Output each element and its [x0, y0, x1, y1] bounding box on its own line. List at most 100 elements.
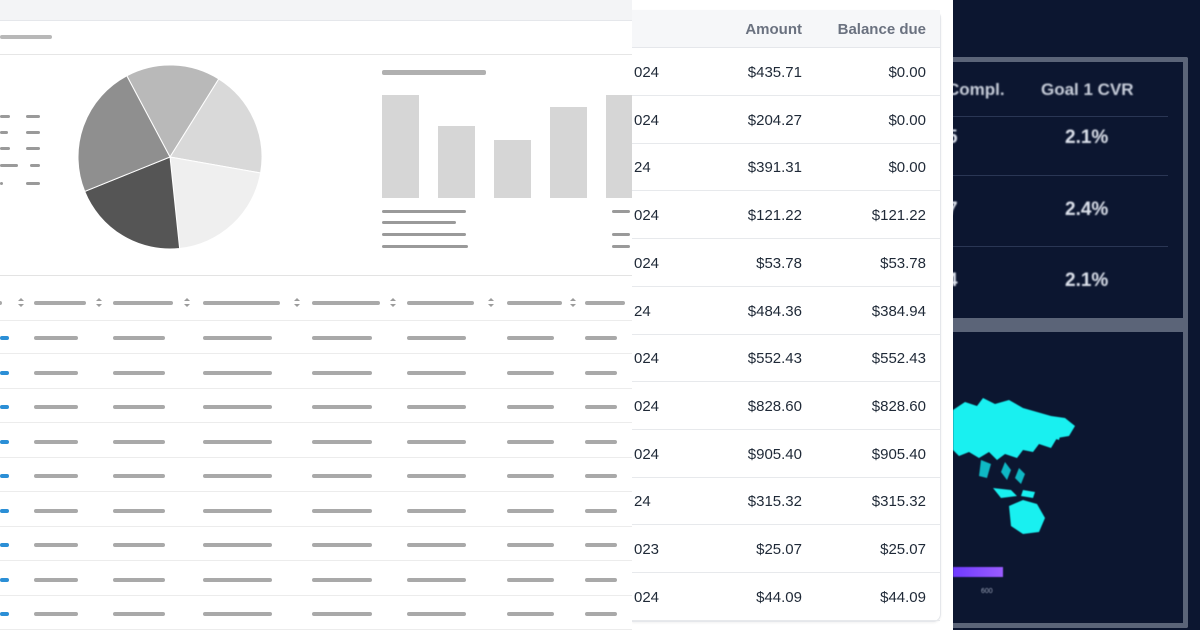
amount-cell: $121.22: [747, 207, 802, 225]
pie-slice: [169, 78, 263, 174]
table-cell-placeholder: [585, 336, 617, 340]
legend-item: [26, 182, 40, 185]
sort-icon[interactable]: [294, 298, 300, 308]
table-cell-placeholder: [113, 474, 165, 478]
table-cell-placeholder: [34, 405, 78, 409]
column-header-goal-cvr: Goal 1 CVR: [1041, 80, 1134, 99]
table-cell-placeholder: [507, 508, 554, 513]
balance-due-cell: $121.22: [871, 207, 926, 225]
bar-legend-line: [612, 210, 630, 213]
amount-cell: $391.31: [747, 159, 802, 177]
world-map: [953, 398, 1075, 534]
map-region-japan: [1053, 422, 1063, 440]
table-cell-placeholder: [585, 612, 617, 616]
map-region-indonesia: [993, 488, 1035, 498]
table-cell-placeholder: [507, 612, 554, 616]
table-cell-placeholder: [203, 405, 272, 409]
column-header-placeholder[interactable]: [507, 301, 562, 305]
legend-item: [30, 164, 40, 167]
table-row[interactable]: 024 $905.40 $905.40: [632, 430, 940, 478]
table-cell-placeholder: [113, 405, 165, 409]
table-cell-placeholder: [203, 577, 272, 582]
table-row[interactable]: 024 $828.60 $828.60: [632, 382, 940, 430]
table-row[interactable]: 24 $315.32 $315.32: [632, 477, 940, 526]
row-link-placeholder[interactable]: [0, 370, 9, 375]
row-link-placeholder[interactable]: [0, 508, 9, 513]
legend-item: [0, 115, 10, 118]
legend-item: [0, 164, 18, 167]
table-cell-placeholder: [585, 474, 617, 478]
table-cell-placeholder: [113, 370, 165, 375]
date-cell: 024: [634, 64, 660, 81]
pie-slice: [126, 64, 220, 158]
balance-due-cell: $0.00: [888, 64, 926, 81]
row-link-placeholder[interactable]: [0, 439, 9, 444]
table-row[interactable]: 024 $121.22 $121.22: [632, 191, 940, 240]
amount-cell: $484.36: [747, 302, 802, 320]
legend-item: [0, 182, 3, 185]
date-cell: 024: [634, 350, 660, 368]
legend-item: [26, 147, 40, 150]
sort-icon[interactable]: [488, 298, 494, 308]
sort-icon[interactable]: [390, 298, 396, 308]
row-link-placeholder[interactable]: [0, 543, 9, 547]
row-link-placeholder[interactable]: [0, 336, 9, 340]
amount-cell: $552.43: [747, 350, 802, 368]
table-row[interactable]: 024 $44.09 $44.09: [632, 573, 940, 621]
table-row[interactable]: 024 $552.43 $552.43: [632, 334, 940, 383]
sort-icon[interactable]: [96, 298, 102, 308]
compl-cell: 7: [953, 199, 958, 221]
column-header-placeholder[interactable]: [585, 301, 625, 305]
column-header-balance-due[interactable]: Balance due: [837, 21, 926, 38]
bar-legend-line: [382, 221, 456, 224]
row-link-placeholder[interactable]: [0, 474, 9, 478]
table-cell-placeholder: [507, 474, 554, 478]
column-header-placeholder[interactable]: [312, 301, 380, 305]
column-header-placeholder[interactable]: [0, 301, 2, 305]
column-header-placeholder[interactable]: [203, 301, 280, 305]
table-cell-placeholder: [312, 336, 372, 340]
table-cell-placeholder: [113, 439, 165, 444]
balance-due-cell: $0.00: [888, 111, 926, 129]
sort-icon[interactable]: [184, 298, 190, 308]
sort-icon[interactable]: [570, 298, 576, 308]
bar-legend-line: [382, 245, 468, 248]
table-row[interactable]: 24 $391.31 $0.00: [632, 143, 940, 192]
table-row[interactable]: 24 $484.36 $384.94: [632, 287, 940, 335]
top-toolbar-strip: [0, 0, 632, 21]
row-link-placeholder[interactable]: [0, 405, 9, 409]
row-divider: [0, 491, 632, 492]
table-cell-placeholder: [113, 336, 165, 340]
balance-due-cell: $25.07: [880, 541, 926, 558]
column-header-placeholder[interactable]: [407, 301, 474, 305]
table-cell-placeholder: [34, 370, 78, 375]
bar: [550, 107, 587, 198]
table-cell-placeholder: [585, 405, 617, 409]
table-row[interactable]: 024 $53.78 $53.78: [632, 239, 940, 287]
table-cell-placeholder: [34, 439, 78, 444]
table-cell-placeholder: [507, 405, 554, 409]
invoice-table-card: [632, 10, 941, 622]
table-row[interactable]: 023 $25.07 $25.07: [632, 525, 940, 573]
bar-chart-title-placeholder: [382, 70, 486, 75]
dark-analytics-panel: Compl. Goal 1 CVR 5 2.1% 7 2.4% 4 2.1% 600: [953, 0, 1200, 630]
table-cell-placeholder: [113, 612, 165, 616]
table-row[interactable]: 024 $204.27 $0.00: [632, 96, 940, 144]
row-divider: [953, 175, 1168, 176]
row-divider: [0, 525, 632, 527]
column-header-compl: Compl.: [953, 80, 1005, 99]
table-cell-placeholder: [312, 474, 372, 478]
table-cell-placeholder: [113, 508, 165, 513]
sort-icon[interactable]: [18, 298, 24, 308]
table-cell-placeholder: [407, 612, 466, 616]
column-header-placeholder[interactable]: [113, 301, 173, 305]
row-link-placeholder[interactable]: [0, 577, 9, 582]
column-header-placeholder[interactable]: [34, 301, 86, 305]
date-cell: 024: [634, 207, 660, 225]
goal-cvr-cell: 2.1%: [1065, 127, 1109, 148]
table-row[interactable]: 024 $435.71 $0.00: [632, 48, 940, 96]
table-cell-placeholder: [585, 370, 617, 375]
column-header-amount[interactable]: Amount: [745, 21, 802, 38]
row-link-placeholder[interactable]: [0, 612, 9, 616]
date-cell: 023: [634, 541, 660, 558]
